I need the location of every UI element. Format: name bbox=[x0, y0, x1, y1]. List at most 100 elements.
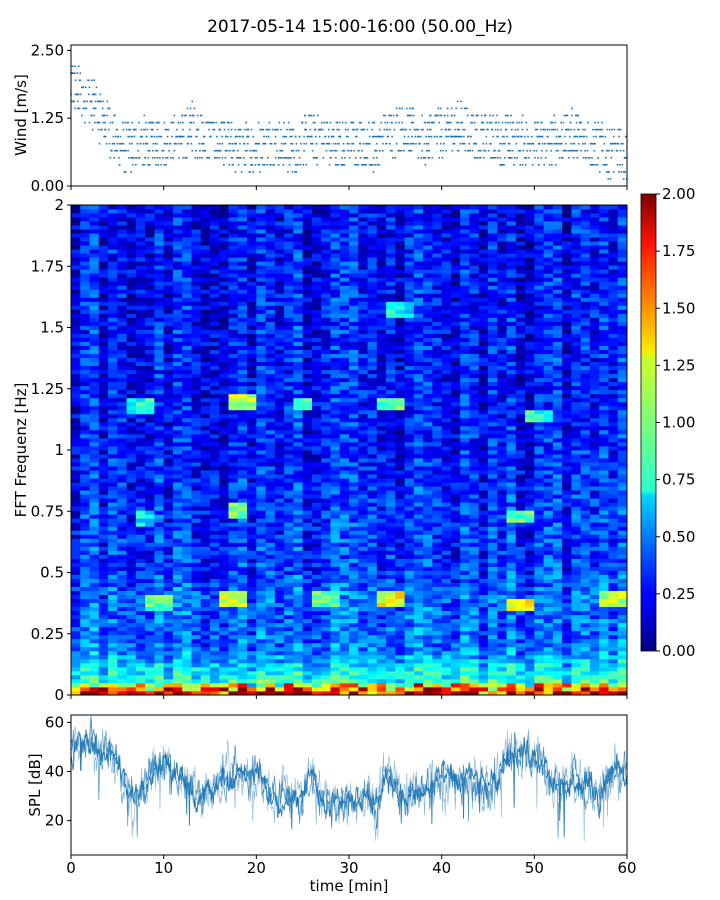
spectrogram-cell bbox=[182, 614, 192, 620]
wind-point bbox=[381, 135, 383, 138]
spectrogram-cell bbox=[89, 445, 100, 451]
spectrogram-cell bbox=[71, 514, 81, 519]
spectrogram-cell bbox=[237, 614, 248, 620]
spectrogram-cell bbox=[311, 305, 322, 310]
wind-point bbox=[537, 121, 539, 124]
spectrogram-cell bbox=[191, 486, 202, 491]
spectrogram-cell bbox=[219, 421, 229, 427]
spectrogram-cell bbox=[302, 458, 313, 463]
spectrogram-cell bbox=[330, 642, 341, 648]
wind-point bbox=[539, 135, 542, 138]
spectrogram-cell bbox=[330, 437, 341, 443]
wind-point bbox=[571, 114, 573, 117]
spectrogram-cell bbox=[71, 421, 81, 427]
wind-point bbox=[95, 86, 98, 89]
wind-point bbox=[118, 157, 120, 159]
spectrogram-cell bbox=[145, 445, 155, 451]
spectrogram-cell bbox=[293, 293, 304, 298]
spectrogram-cell bbox=[135, 437, 146, 443]
spectrogram-cell bbox=[172, 413, 183, 419]
spectrogram-cell bbox=[321, 526, 331, 531]
spectrogram-cell bbox=[219, 490, 229, 495]
spectrogram-cell bbox=[311, 538, 322, 543]
spectrogram-cell bbox=[256, 522, 266, 527]
spectrogram-cell bbox=[247, 686, 257, 692]
wind-point bbox=[419, 135, 422, 138]
spectrogram-cell bbox=[210, 325, 220, 330]
spectrogram-cell bbox=[71, 642, 81, 648]
wind-point bbox=[103, 135, 105, 138]
spectrogram-cell bbox=[182, 433, 192, 439]
spectrogram-cell bbox=[284, 389, 294, 395]
spectrogram-cell bbox=[154, 249, 165, 254]
spectrogram-cell bbox=[200, 526, 211, 531]
wind-point bbox=[238, 157, 241, 159]
spectrogram-cell bbox=[163, 437, 174, 443]
spectrogram-cell bbox=[284, 429, 294, 435]
spectrogram-cell bbox=[191, 441, 202, 447]
spectrogram-cell bbox=[247, 205, 257, 210]
spectrogram-cell bbox=[247, 393, 257, 399]
spectrogram-cell bbox=[126, 229, 137, 234]
spectrogram-cell bbox=[228, 554, 239, 559]
spectrogram-cell bbox=[71, 341, 81, 346]
spectrogram-cell bbox=[191, 361, 202, 367]
spectrogram-cell bbox=[89, 269, 100, 274]
wind-point bbox=[615, 142, 617, 145]
spectrogram-cell bbox=[228, 297, 239, 302]
wind-point bbox=[236, 157, 239, 159]
spectrogram-cell bbox=[154, 417, 165, 423]
spectrogram-cell bbox=[210, 425, 220, 431]
spectrogram-cell bbox=[172, 429, 183, 435]
spectrogram-cell bbox=[89, 221, 100, 226]
wind-point bbox=[323, 142, 325, 145]
spectrogram-cell bbox=[108, 281, 118, 286]
spectrogram-cell bbox=[71, 526, 81, 531]
spectrogram-cell bbox=[228, 253, 239, 258]
spectrogram-cell bbox=[191, 562, 202, 567]
spectrogram-cell bbox=[293, 466, 304, 471]
spectrogram-cell bbox=[284, 650, 294, 656]
wind-point bbox=[244, 149, 247, 152]
wind-xticks bbox=[70, 186, 628, 190]
spectrogram-cell bbox=[200, 634, 211, 640]
spectrogram-cell bbox=[117, 494, 127, 499]
spectrogram-cell bbox=[302, 662, 313, 668]
spectrogram-cell bbox=[89, 209, 100, 214]
spectrogram-cell bbox=[191, 654, 202, 660]
spectrogram-cell bbox=[80, 586, 90, 591]
spectrogram-cell bbox=[219, 397, 229, 403]
spectrogram-cell bbox=[284, 602, 294, 608]
spectrogram-cell bbox=[321, 478, 331, 483]
spectrogram-cell bbox=[339, 670, 350, 676]
spectrogram-cell bbox=[247, 237, 257, 242]
wind-point bbox=[128, 135, 130, 138]
spectrogram-cell bbox=[274, 345, 285, 350]
spectrogram-cell bbox=[145, 325, 155, 330]
wind-point bbox=[294, 164, 297, 166]
spectrogram-cell bbox=[284, 269, 294, 274]
spectrogram-cell bbox=[330, 265, 341, 270]
spectrogram-cell bbox=[219, 433, 229, 439]
wind-point bbox=[177, 142, 180, 145]
spectrogram-cell bbox=[284, 237, 294, 242]
spectrogram-cell bbox=[256, 482, 266, 487]
spectrogram-cell bbox=[293, 678, 304, 684]
spectrogram-cell bbox=[210, 361, 220, 367]
spectrogram-cell bbox=[247, 341, 257, 346]
wind-point bbox=[468, 142, 471, 145]
spectrogram-cell bbox=[163, 638, 174, 644]
wind-point bbox=[373, 135, 376, 138]
spectrogram-cell bbox=[256, 570, 266, 575]
spectrogram-cell bbox=[247, 658, 257, 664]
spectrogram-cell bbox=[210, 333, 220, 338]
wind-point bbox=[504, 142, 506, 145]
spectrogram-cell bbox=[256, 626, 266, 632]
spectrogram-cell bbox=[330, 317, 341, 322]
spectrogram-cell bbox=[89, 217, 100, 222]
spectrogram-cell bbox=[80, 397, 90, 403]
spectrogram-cell bbox=[265, 445, 276, 451]
spectrogram-cell bbox=[210, 229, 220, 234]
spectrogram-cell bbox=[293, 522, 304, 527]
spectrogram-cell bbox=[302, 433, 313, 439]
